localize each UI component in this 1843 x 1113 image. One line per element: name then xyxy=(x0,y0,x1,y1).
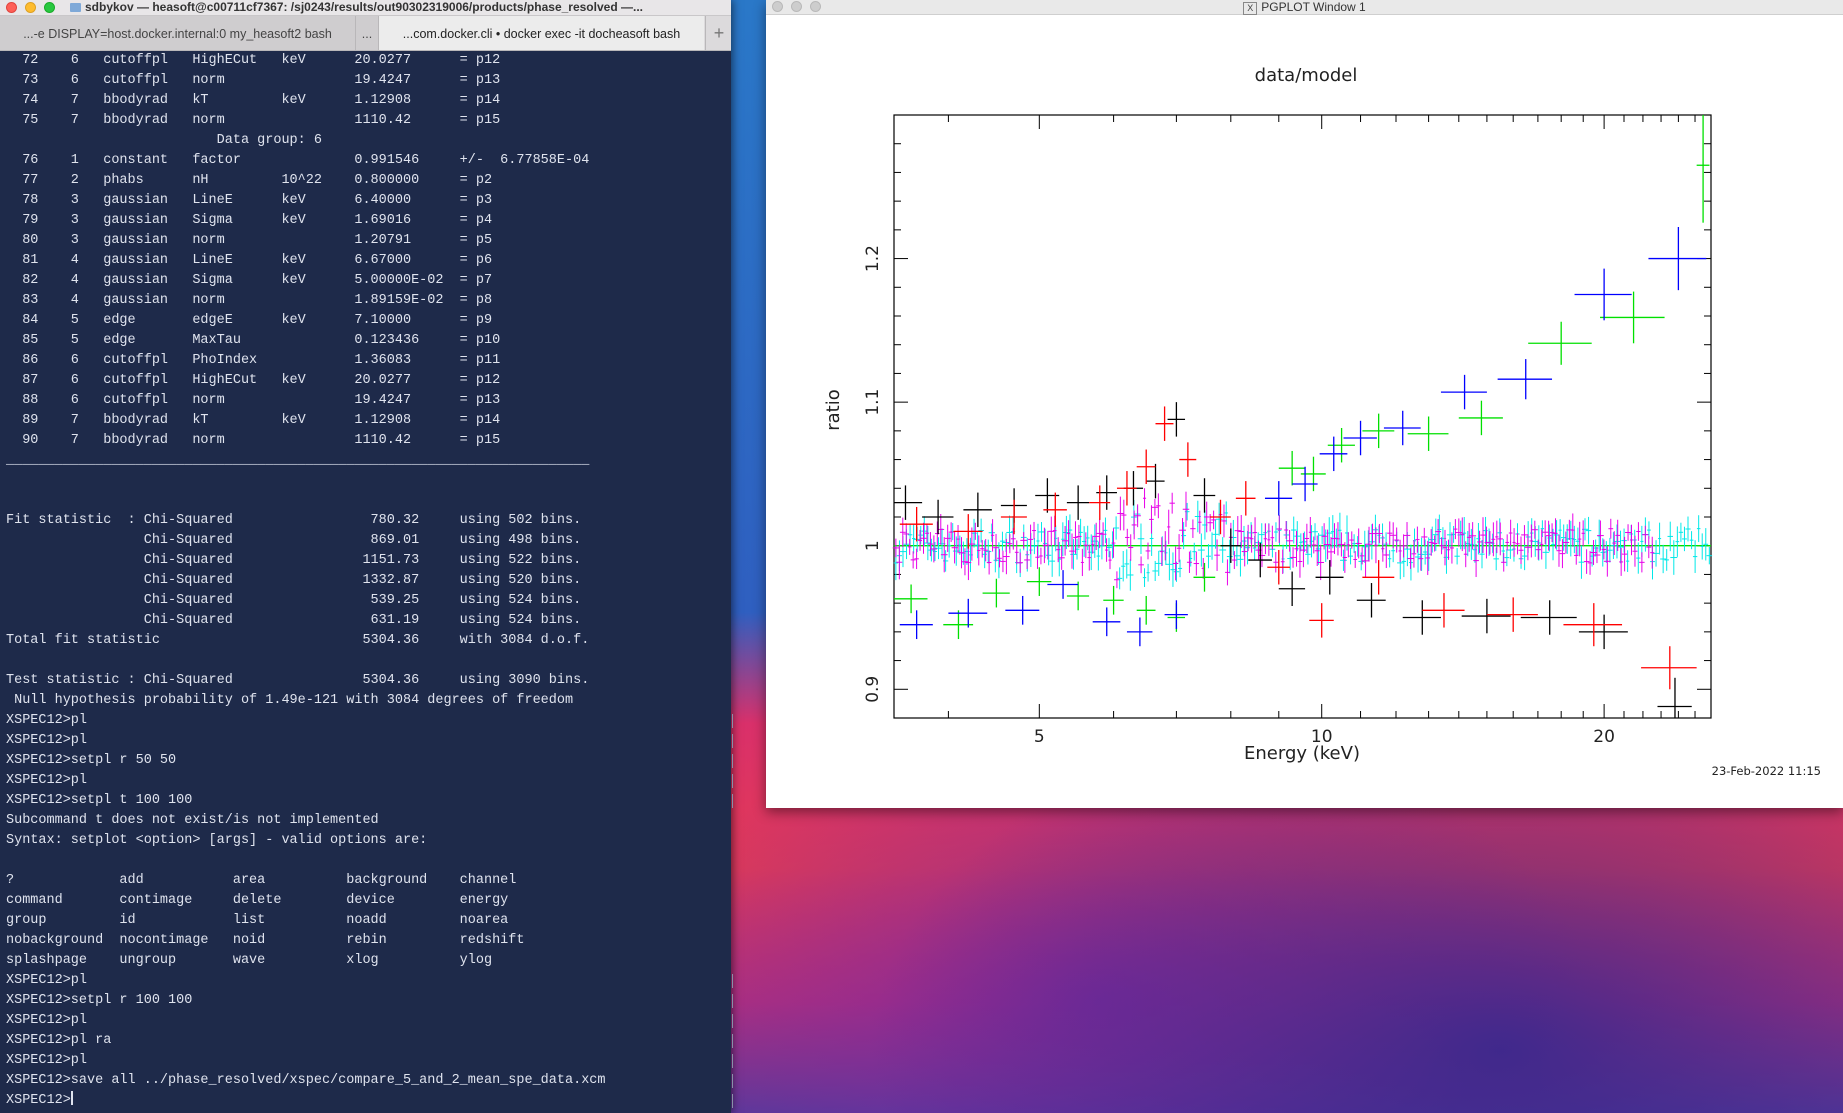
x-tick-label: 5 xyxy=(1034,727,1045,747)
minimize-window-button[interactable] xyxy=(25,2,36,13)
tab-overflow[interactable]: ... xyxy=(356,16,379,50)
terminal-line: Subcommand t does not exist/is not imple… xyxy=(6,813,379,828)
new-tab-button[interactable]: + xyxy=(705,16,732,50)
text-cursor xyxy=(70,1091,73,1105)
terminal-line: 77 2 phabs nH 10^22 0.800000 = p2 xyxy=(6,173,493,188)
x-tick-label: 10 xyxy=(1311,727,1333,747)
x11-icon: X xyxy=(1243,2,1258,15)
close-window-button[interactable] xyxy=(6,2,17,13)
terminal-line: 86 6 cutoffpl PhoIndex 1.36083 = p11 xyxy=(6,353,501,368)
prompt-mark xyxy=(726,794,733,808)
y-tick-label: 1 xyxy=(863,540,883,551)
terminal-line: Null hypothesis probability of 1.49e-121… xyxy=(6,693,574,708)
terminal-line: XSPEC12>pl ra xyxy=(6,1033,112,1048)
prompt-mark xyxy=(726,1014,733,1028)
prompt-mark xyxy=(726,754,733,768)
pgplot-title-text: PGPLOT Window 1 xyxy=(1261,0,1366,14)
terminal-line: XSPEC12>pl xyxy=(6,733,88,748)
terminal-line: 90 7 bbodyrad norm 1110.42 = p15 xyxy=(6,433,501,448)
zoom-window-button[interactable] xyxy=(44,2,55,13)
terminal-line: 84 5 edge edgeE keV 7.10000 = p9 xyxy=(6,313,493,328)
terminal-line: XSPEC12> xyxy=(6,1091,73,1108)
prompt-mark xyxy=(726,994,733,1008)
terminal-line: 83 4 gaussian norm 1.89159E-02 = p8 xyxy=(6,293,493,308)
y-axis-label: ratio xyxy=(823,389,844,431)
terminal-line: Data group: 6 xyxy=(6,133,322,148)
terminal-line: 78 3 gaussian LineE keV 6.40000 = p3 xyxy=(6,193,493,208)
terminal-line: Chi-Squared 1332.87 using 520 bins. xyxy=(6,573,582,588)
terminal-line: XSPEC12>pl xyxy=(6,773,88,788)
prompt-mark xyxy=(726,734,733,748)
terminal-line: group id list noadd noarea xyxy=(6,913,509,928)
terminal-line: XSPEC12>setpl r 50 50 xyxy=(6,753,177,768)
terminal-line: Chi-Squared 869.01 using 498 bins. xyxy=(6,533,582,548)
prompt-mark xyxy=(726,1094,733,1108)
pgplot-window[interactable]: X PGPLOT Window 1 data/model Energy (keV)… xyxy=(766,0,1843,808)
y-tick-label: 1.2 xyxy=(863,245,883,272)
terminal-line: 75 7 bbodyrad norm 1110.42 = p15 xyxy=(6,113,501,128)
pgplot-title: X PGPLOT Window 1 xyxy=(766,0,1843,15)
terminal-line: 79 3 gaussian Sigma keV 1.69016 = p4 xyxy=(6,213,493,228)
terminal-line: Fit statistic : Chi-Squared 780.32 using… xyxy=(6,513,582,528)
terminal-line: 89 7 bbodyrad kT keV 1.12908 = p14 xyxy=(6,413,501,428)
tab-docker-exec[interactable]: ...com.docker.cli • docker exec -it doch… xyxy=(379,16,704,50)
y-tick-label: 0.9 xyxy=(863,676,883,703)
plot-title: data/model xyxy=(1255,65,1358,86)
plot-area: 5 10 20 0.9 1 1.1 1.2 xyxy=(863,114,1713,747)
prompt-mark xyxy=(726,714,733,728)
zoom-window-button[interactable] xyxy=(810,1,821,12)
terminal-line: splashpage ungroup wave xlog ylog xyxy=(6,953,493,968)
terminal-tab-bar: ...-e DISPLAY=host.docker.internal:0 my_… xyxy=(0,16,731,51)
terminal-line: Chi-Squared 539.25 using 524 bins. xyxy=(6,593,582,608)
terminal-line: XSPEC12>save all ../phase_resolved/xspec… xyxy=(6,1073,606,1088)
pgplot-titlebar[interactable]: X PGPLOT Window 1 xyxy=(766,0,1843,15)
y-tick-label: 1.1 xyxy=(863,389,883,416)
prompt-mark xyxy=(726,1034,733,1048)
terminal-line: 80 3 gaussian norm 1.20791 = p5 xyxy=(6,233,493,248)
terminal-line: Chi-Squared 1151.73 using 522 bins. xyxy=(6,553,582,568)
terminal-line: 72 6 cutoffpl HighECut keV 20.0277 = p12 xyxy=(6,53,501,68)
terminal-line: XSPEC12>pl xyxy=(6,973,88,988)
terminal-line: ________________________________________… xyxy=(6,453,590,468)
terminal-line: XSPEC12>pl xyxy=(6,1053,88,1068)
terminal-title-text: sdbykov — heasoft@c00711cf7367: /sj0243/… xyxy=(85,0,643,14)
terminal-line: XSPEC12>setpl r 100 100 xyxy=(6,993,193,1008)
terminal-line: Total fit statistic 5304.36 with 3084 d.… xyxy=(6,633,590,648)
terminal-line: 87 6 cutoffpl HighECut keV 20.0277 = p12 xyxy=(6,373,501,388)
terminal-line: nobackground nocontimage noid rebin reds… xyxy=(6,933,525,948)
terminal-line: 74 7 bbodyrad kT keV 1.12908 = p14 xyxy=(6,93,501,108)
terminal-line: XSPEC12>setpl t 100 100 xyxy=(6,793,193,808)
plot-timestamp: 23-Feb-2022 11:15 xyxy=(1712,764,1821,778)
terminal-title: sdbykov — heasoft@c00711cf7367: /sj0243/… xyxy=(70,0,725,15)
terminal-line: Test statistic : Chi-Squared 5304.36 usi… xyxy=(6,673,590,688)
terminal-titlebar[interactable]: sdbykov — heasoft@c00711cf7367: /sj0243/… xyxy=(0,0,731,16)
prompt-mark xyxy=(726,1074,733,1088)
terminal-line: 81 4 gaussian LineE keV 6.67000 = p6 xyxy=(6,253,493,268)
x-tick-label: 20 xyxy=(1593,727,1615,747)
prompt-mark xyxy=(726,1054,733,1068)
prompt-mark xyxy=(726,974,733,988)
close-window-button[interactable] xyxy=(772,1,783,12)
folder-icon xyxy=(70,3,81,12)
terminal-line: Syntax: setplot <option> [args] - valid … xyxy=(6,833,428,848)
ratio-plot: data/model Energy (keV) ratio 23-Feb-202… xyxy=(823,65,1821,778)
prompt-mark xyxy=(726,774,733,788)
terminal-line: ? add area background channel xyxy=(6,873,517,888)
terminal-window[interactable]: sdbykov — heasoft@c00711cf7367: /sj0243/… xyxy=(0,0,733,1113)
terminal-line: 73 6 cutoffpl norm 19.4247 = p13 xyxy=(6,73,501,88)
terminal-line: command contimage delete device energy xyxy=(6,893,509,908)
terminal-line: Chi-Squared 631.19 using 524 bins. xyxy=(6,613,582,628)
terminal-line: 82 4 gaussian Sigma keV 5.00000E-02 = p7 xyxy=(6,273,493,288)
plot-frame xyxy=(893,114,1712,719)
minimize-window-button[interactable] xyxy=(791,1,802,12)
x-axis-label: Energy (keV) xyxy=(1244,743,1360,764)
terminal-line: XSPEC12>pl xyxy=(6,713,88,728)
terminal-line: XSPEC12>pl xyxy=(6,1013,88,1028)
tab-display-bash[interactable]: ...-e DISPLAY=host.docker.internal:0 my_… xyxy=(0,16,356,50)
terminal-line: 85 5 edge MaxTau 0.123436 = p10 xyxy=(6,333,501,348)
terminal-output[interactable]: 72 6 cutoffpl HighECut keV 20.0277 = p12… xyxy=(6,51,733,1113)
terminal-line: 88 6 cutoffpl norm 19.4247 = p13 xyxy=(6,393,501,408)
terminal-line: 76 1 constant factor 0.991546 +/- 6.7785… xyxy=(6,153,590,168)
